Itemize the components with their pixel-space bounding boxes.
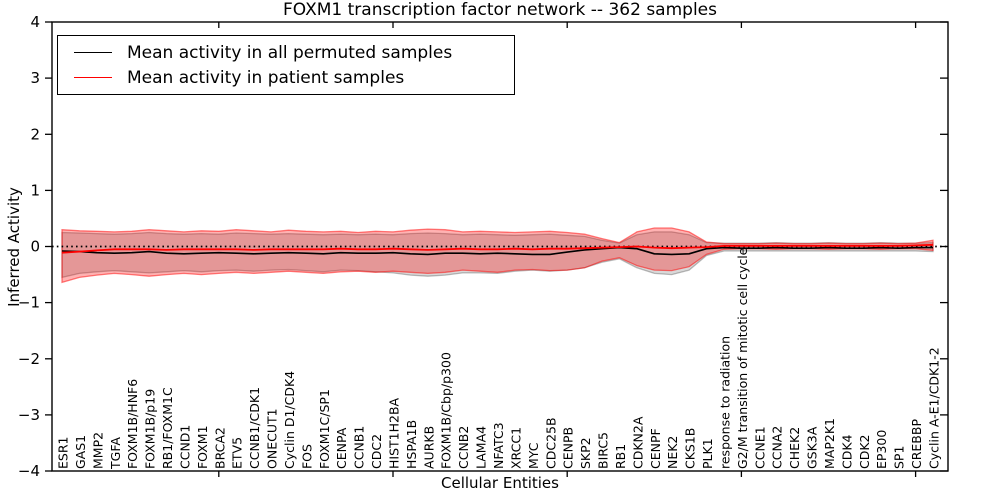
x-category-label: CKS1B: [683, 428, 698, 469]
x-category-label: FOXM1: [195, 425, 210, 469]
x-category-label: HIST1H2BA: [387, 397, 402, 469]
x-category-label: CCNE1: [752, 426, 767, 469]
patient-samples-std-band: [61, 227, 934, 284]
y-tick-label: 2: [30, 125, 40, 143]
x-category-label: PLK1: [700, 438, 715, 469]
y-tick-label: 1: [30, 181, 40, 199]
x-category-label: CENPA: [334, 427, 349, 469]
x-category-label: CCNB1/CDK1: [247, 387, 262, 469]
x-category-label: CDK4: [839, 434, 854, 469]
x-category-label: CCNA2: [770, 426, 785, 469]
x-category-label: CCNB1: [352, 426, 367, 469]
x-category-label: FOXM1B/HNF6: [125, 379, 140, 469]
x-category-label: CENPB: [561, 427, 576, 469]
x-category-label: FOXM1C/SP1: [317, 389, 332, 469]
x-category-label: ONECUT1: [265, 408, 280, 469]
x-category-label: NEK2: [665, 436, 680, 469]
x-category-label: SP1: [892, 446, 907, 469]
x-category-label: EP300: [874, 430, 889, 469]
x-category-label: CHEK2: [787, 427, 802, 469]
x-category-label: GSK3A: [805, 426, 820, 469]
x-category-label: LAMA4: [474, 426, 489, 469]
x-category-label: MYC: [526, 442, 541, 469]
x-category-label: TGFA: [108, 437, 123, 470]
x-category-label: CREBBP: [909, 419, 924, 469]
x-category-label: RB1: [613, 444, 628, 469]
x-category-label: SKP2: [578, 437, 593, 469]
y-tick-label: −2: [18, 350, 40, 368]
permuted-mean-line: [61, 246, 933, 256]
x-category-label: GAS1: [73, 435, 88, 469]
x-category-label: RB1/FOXM1C: [160, 387, 175, 469]
x-category-label: ETV5: [230, 437, 245, 469]
x-category-label: G2/M transition of mitotic cell cycle: [735, 247, 750, 469]
x-category-label: HSPA1B: [404, 420, 419, 469]
patient-mean-line: [61, 243, 934, 254]
x-category-label: CENPF: [648, 428, 663, 469]
x-category-label: CDKN2A: [630, 416, 645, 469]
x-category-label: AURKB: [421, 426, 436, 469]
chart-title: FOXM1 transcription factor network -- 36…: [283, 0, 717, 20]
x-category-label: BIRC5: [596, 432, 611, 469]
legend-item-permuted: Mean activity in all permuted samples: [58, 41, 514, 65]
legend: Mean activity in all permuted samples Me…: [57, 35, 515, 95]
x-category-label: FOXM1B/p19: [143, 389, 158, 469]
legend-label-permuted: Mean activity in all permuted samples: [127, 42, 453, 63]
x-category-label: MMP2: [90, 432, 105, 469]
y-tick-label: −1: [18, 294, 40, 312]
permuted-line-swatch: [74, 52, 112, 53]
y-tick-label: 4: [30, 13, 40, 31]
y-axis-label: Inferred Activity: [5, 187, 23, 307]
x-category-label: BRCA2: [212, 427, 227, 469]
legend-item-patient: Mean activity in patient samples: [58, 66, 514, 90]
x-category-label: CCNB2: [456, 426, 471, 469]
x-category-label: response to radiation: [718, 336, 733, 469]
x-category-label: NFATC3: [491, 422, 506, 469]
x-category-label: CDC25B: [543, 417, 558, 469]
x-category-label: XRCC1: [508, 427, 523, 469]
legend-label-patient: Mean activity in patient samples: [127, 67, 405, 88]
x-category-label: Cyclin D1/CDK4: [282, 371, 297, 469]
x-category-label: CDK2: [857, 434, 872, 469]
x-category-label: Cyclin A-E1/CDK1-2: [927, 347, 942, 469]
x-category-label: ESR1: [56, 437, 71, 469]
x-category-label: CDC2: [369, 434, 384, 469]
y-tick-label: −4: [18, 462, 40, 480]
patient-line-swatch: [74, 77, 112, 78]
y-tick-label: −3: [18, 406, 40, 424]
x-category-label: MAP2K1: [822, 418, 837, 469]
x-axis-label: Cellular Entities: [441, 474, 559, 492]
y-tick-label: 3: [30, 69, 40, 87]
x-category-label: FOS: [299, 444, 314, 469]
x-category-label: CCND1: [177, 425, 192, 469]
y-tick-label: 0: [30, 238, 40, 256]
x-category-label: FOXM1B/Cbp/p300: [439, 352, 454, 469]
